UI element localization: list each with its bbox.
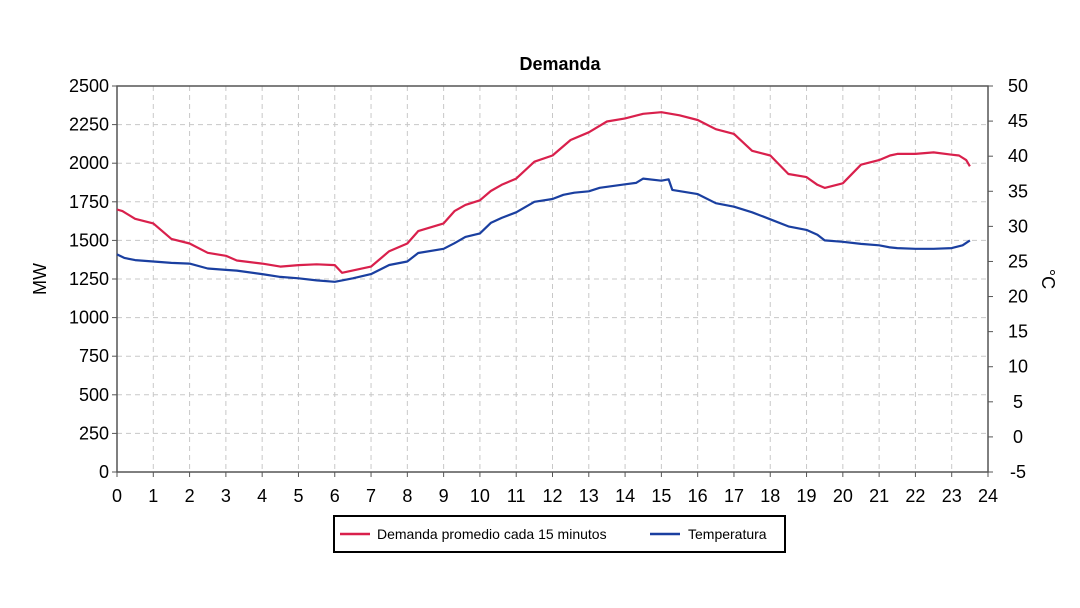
x-tick-label: 21 bbox=[869, 486, 889, 506]
left-tick-label: 0 bbox=[99, 462, 109, 482]
right-tick-label: 20 bbox=[1008, 287, 1028, 307]
x-tick-label: 9 bbox=[439, 486, 449, 506]
x-tick-label: 8 bbox=[402, 486, 412, 506]
left-tick-label: 2500 bbox=[69, 76, 109, 96]
x-tick-label: 4 bbox=[257, 486, 267, 506]
left-tick-label: 500 bbox=[79, 385, 109, 405]
x-tick-label: 2 bbox=[185, 486, 195, 506]
legend-box bbox=[333, 515, 786, 553]
x-tick-label: 20 bbox=[833, 486, 853, 506]
x-tick-label: 0 bbox=[112, 486, 122, 506]
x-tick-label: 13 bbox=[579, 486, 599, 506]
series-line-temperatura bbox=[116, 177, 971, 283]
x-tick-label: 1 bbox=[148, 486, 158, 506]
left-tick-label: 1250 bbox=[69, 269, 109, 289]
right-tick-label: 40 bbox=[1008, 146, 1028, 166]
right-tick-label: 15 bbox=[1008, 322, 1028, 342]
right-tick-label: 10 bbox=[1008, 357, 1028, 377]
x-tick-label: 11 bbox=[507, 486, 526, 506]
right-tick-label: 25 bbox=[1008, 251, 1028, 271]
right-axis-ticks: -5 0 5 10 15 20 25 30 35 40 45 50 bbox=[988, 76, 1028, 482]
left-tick-label: 750 bbox=[79, 346, 109, 366]
x-tick-label: 24 bbox=[978, 486, 998, 506]
x-tick-label: 18 bbox=[760, 486, 780, 506]
legend: Demanda promedio cada 15 minutos Tempera… bbox=[333, 515, 786, 553]
series-line-demanda bbox=[116, 111, 971, 274]
left-tick-label: 2000 bbox=[69, 153, 109, 173]
x-tick-label: 6 bbox=[330, 486, 340, 506]
x-tick-label: 19 bbox=[797, 486, 817, 506]
series-lines bbox=[116, 111, 971, 283]
x-tick-label: 5 bbox=[293, 486, 303, 506]
left-tick-label: 1500 bbox=[69, 230, 109, 250]
right-tick-label: 35 bbox=[1008, 181, 1028, 201]
right-tick-label: -5 bbox=[1010, 462, 1026, 482]
right-tick-label: 30 bbox=[1008, 216, 1028, 236]
grid bbox=[117, 86, 988, 472]
chart-title: Demanda bbox=[519, 54, 601, 74]
left-tick-label: 250 bbox=[79, 423, 109, 443]
right-axis-label: °C bbox=[1038, 269, 1058, 289]
left-tick-label: 2250 bbox=[69, 115, 109, 135]
left-axis-ticks: 0 250 500 750 1000 1250 1500 1750 2000 2250 2500 bbox=[69, 76, 117, 482]
x-tick-label: 10 bbox=[470, 486, 490, 506]
x-tick-label: 12 bbox=[542, 486, 562, 506]
x-tick-label: 15 bbox=[651, 486, 671, 506]
legend-label-temperatura: Temperatura bbox=[688, 526, 767, 542]
legend-label-demanda: Demanda promedio cada 15 minutos bbox=[377, 526, 607, 542]
left-axis-label: MW bbox=[30, 263, 50, 295]
right-tick-label: 50 bbox=[1008, 76, 1028, 96]
left-tick-label: 1000 bbox=[69, 308, 109, 328]
x-tick-label: 7 bbox=[366, 486, 376, 506]
x-tick-label: 17 bbox=[724, 486, 744, 506]
x-tick-label: 22 bbox=[905, 486, 925, 506]
x-tick-label: 23 bbox=[942, 486, 962, 506]
right-tick-label: 0 bbox=[1013, 427, 1023, 447]
x-axis-ticks: 0 1 2 3 4 5 6 7 8 9 10 11 12 13 14 15 16 17 18 19 20 21 22 23 24 bbox=[112, 472, 998, 506]
x-tick-label: 14 bbox=[615, 486, 635, 506]
x-tick-label: 16 bbox=[688, 486, 708, 506]
x-tick-label: 3 bbox=[221, 486, 231, 506]
right-tick-label: 45 bbox=[1008, 111, 1028, 131]
right-tick-label: 5 bbox=[1013, 392, 1023, 412]
left-tick-label: 1750 bbox=[69, 192, 109, 212]
